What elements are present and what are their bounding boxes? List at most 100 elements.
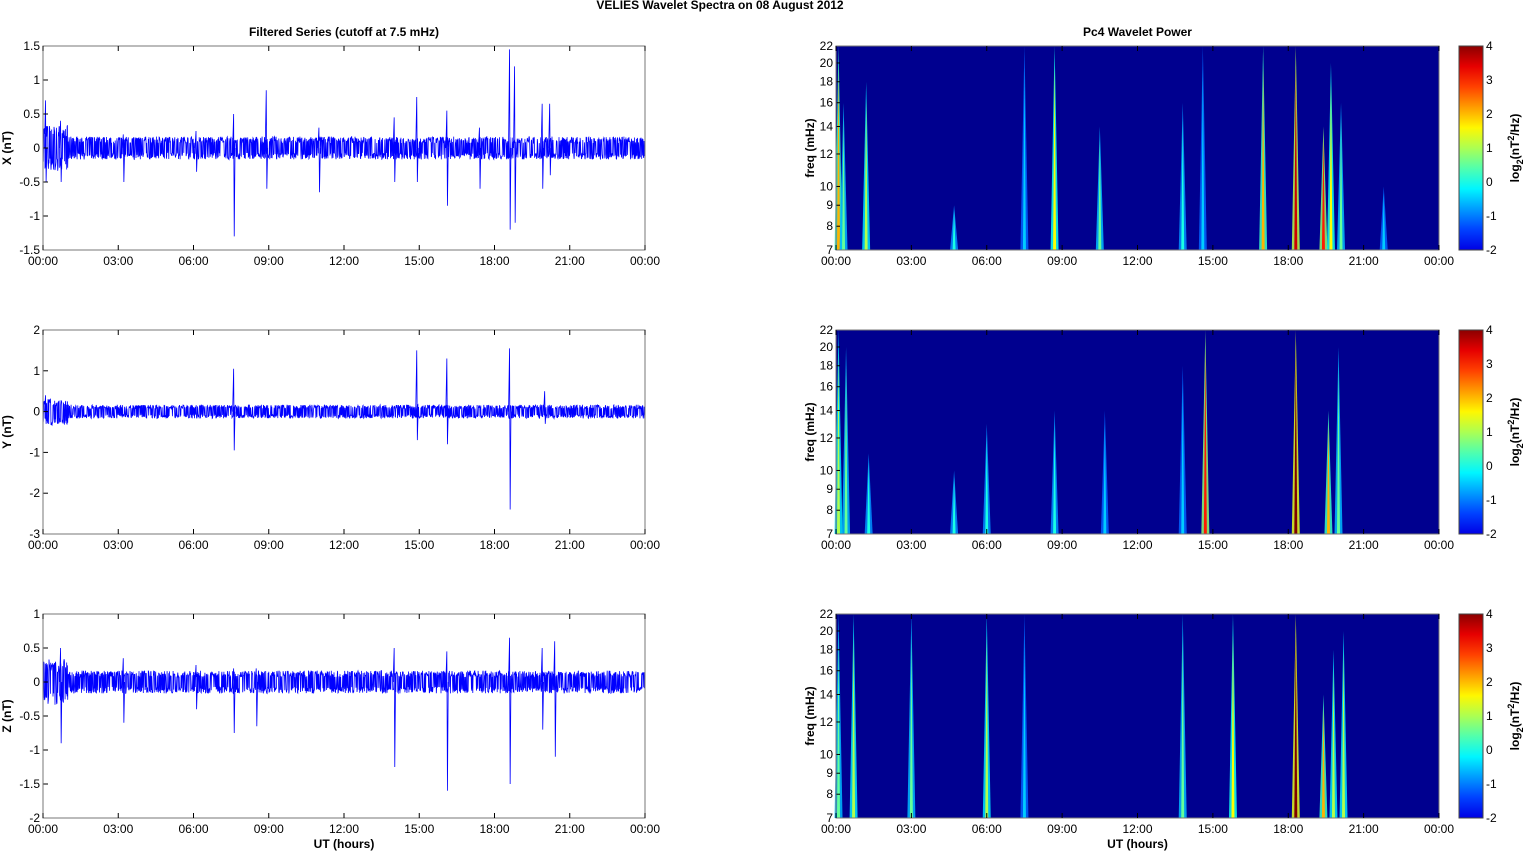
y-tick-label: -1 — [29, 445, 40, 459]
y-tick-label: 10 — [820, 463, 834, 477]
signal-spike — [254, 668, 259, 727]
signal-spike — [392, 647, 396, 768]
x-tick-label: 09:00 — [1047, 822, 1077, 836]
wavelet-power-core — [1201, 66, 1205, 251]
x-tick-label: 00:00 — [821, 538, 851, 552]
y-tick-label: 18 — [820, 359, 834, 373]
colorbar-tick-label: -2 — [1486, 811, 1497, 825]
colorbar-tick-label: 1 — [1486, 141, 1493, 155]
x-tick-label: 06:00 — [972, 254, 1002, 268]
y-tick-label: 8 — [826, 219, 833, 233]
wavelet-power-core — [1053, 422, 1057, 534]
colorbar — [1458, 329, 1484, 535]
signal-spike — [59, 120, 63, 183]
x-axis-label: UT (hours) — [314, 837, 375, 851]
y-axis-label: X (nT) — [0, 131, 14, 165]
y-tick-label: -0.5 — [19, 709, 40, 723]
signal-spike — [540, 103, 544, 189]
signal-spike — [121, 658, 126, 723]
x-tick-label: 00:00 — [1424, 822, 1454, 836]
signal-spike — [44, 395, 48, 424]
y-tick-label: 1.5 — [23, 39, 40, 53]
y-axis-label: Y (nT) — [0, 415, 14, 449]
wavelet-power-core — [909, 634, 913, 818]
colorbar-tick-label: 3 — [1486, 73, 1493, 87]
y-tick-label: 22 — [820, 323, 834, 337]
wavelet-power-core — [1321, 138, 1325, 250]
y-tick-label: 9 — [826, 482, 833, 496]
wavelet-power-core — [842, 117, 846, 250]
signal-spike — [194, 130, 198, 172]
y-tick-label: 12 — [820, 147, 834, 161]
wavelet-power-core — [1181, 117, 1185, 250]
wavelet-power-core — [1022, 66, 1026, 251]
y-tick-label: 12 — [820, 431, 834, 445]
x-tick-label: 03:00 — [896, 538, 926, 552]
x-tick-label: 00:00 — [1424, 538, 1454, 552]
colorbar-tick-label: -2 — [1486, 527, 1497, 541]
x-tick-label: 03:00 — [103, 538, 133, 552]
panel-title: Filtered Series (cutoff at 7.5 mHz) — [249, 25, 439, 39]
x-tick-label: 06:00 — [972, 538, 1002, 552]
x-tick-label: 21:00 — [555, 822, 585, 836]
y-tick-label: 7 — [826, 811, 833, 825]
x-tick-label: 06:00 — [178, 822, 208, 836]
wavelet-power-core — [1261, 66, 1265, 251]
x-tick-label: 15:00 — [1198, 538, 1228, 552]
signal-spike — [445, 358, 449, 445]
y-tick-label: 20 — [820, 624, 834, 638]
x-tick-label: 18:00 — [479, 254, 509, 268]
x-tick-label: 03:00 — [103, 254, 133, 268]
colorbar — [1458, 45, 1484, 251]
signal-spike — [508, 348, 512, 510]
signal-spike — [194, 664, 198, 710]
x-tick-label: 18:00 — [1273, 538, 1303, 552]
x-tick-label: 03:00 — [103, 822, 133, 836]
wavelet-power-core — [1022, 634, 1026, 818]
signal-spike — [445, 651, 449, 791]
wavelet-power-core — [952, 476, 956, 534]
wavelet-power-core — [1294, 66, 1298, 251]
signal-spike — [59, 647, 63, 744]
x-tick-label: 09:00 — [254, 254, 284, 268]
wavelet-power-core — [1181, 382, 1185, 534]
x-tick-label: 15:00 — [1198, 254, 1228, 268]
x-tick-label: 18:00 — [1273, 822, 1303, 836]
heatmap-background — [836, 330, 1439, 534]
wavelet-power-core — [1337, 365, 1340, 534]
signal-trace — [42, 125, 646, 171]
y-tick-label: 16 — [820, 96, 834, 110]
x-tick-label: 18:00 — [1273, 254, 1303, 268]
wavelet-panel-freq-1: 78910121416182022-2-101234log2(nT2/Hz)00… — [803, 323, 1525, 552]
wavelet-power-core — [1331, 666, 1335, 818]
colorbar — [1458, 613, 1484, 819]
x-tick-label: 12:00 — [1122, 538, 1152, 552]
colorbar-tick-label: 1 — [1486, 425, 1493, 439]
wavelet-power-core — [1321, 706, 1325, 818]
wavelet-power-core — [867, 461, 871, 534]
colorbar-label: log2(nT2/Hz) — [1506, 398, 1525, 467]
signal-spike — [264, 90, 269, 189]
x-tick-label: 21:00 — [555, 538, 585, 552]
timeseries-panel-x-0: -1.5 -1 -0.5 0 0.5 1 1.5 00:00 03:00 06:00 09:00 12… — [0, 25, 660, 268]
wavelet-power-core — [1326, 422, 1330, 534]
y-tick-label: 0 — [33, 141, 40, 155]
x-tick-label: 15:00 — [404, 538, 434, 552]
y-tick-label: 7 — [826, 527, 833, 541]
colorbar-tick-label: 3 — [1486, 357, 1493, 371]
x-tick-label: 15:00 — [1198, 822, 1228, 836]
x-tick-label: 03:00 — [896, 822, 926, 836]
colorbar-label: log2(nT2/Hz) — [1506, 114, 1525, 183]
x-tick-label: 00:00 — [630, 254, 660, 268]
signal-spike — [445, 110, 449, 206]
x-tick-label: 21:00 — [1349, 538, 1379, 552]
signal-spike — [232, 368, 236, 451]
signal-spike — [232, 113, 236, 237]
wavelet-power-core — [837, 350, 841, 534]
y-tick-label: 20 — [820, 56, 834, 70]
y-tick-label: 1 — [33, 607, 40, 621]
x-tick-label: 09:00 — [1047, 254, 1077, 268]
signal-spike — [548, 103, 552, 176]
x-tick-label: 00:00 — [821, 254, 851, 268]
x-tick-label: 12:00 — [329, 254, 359, 268]
